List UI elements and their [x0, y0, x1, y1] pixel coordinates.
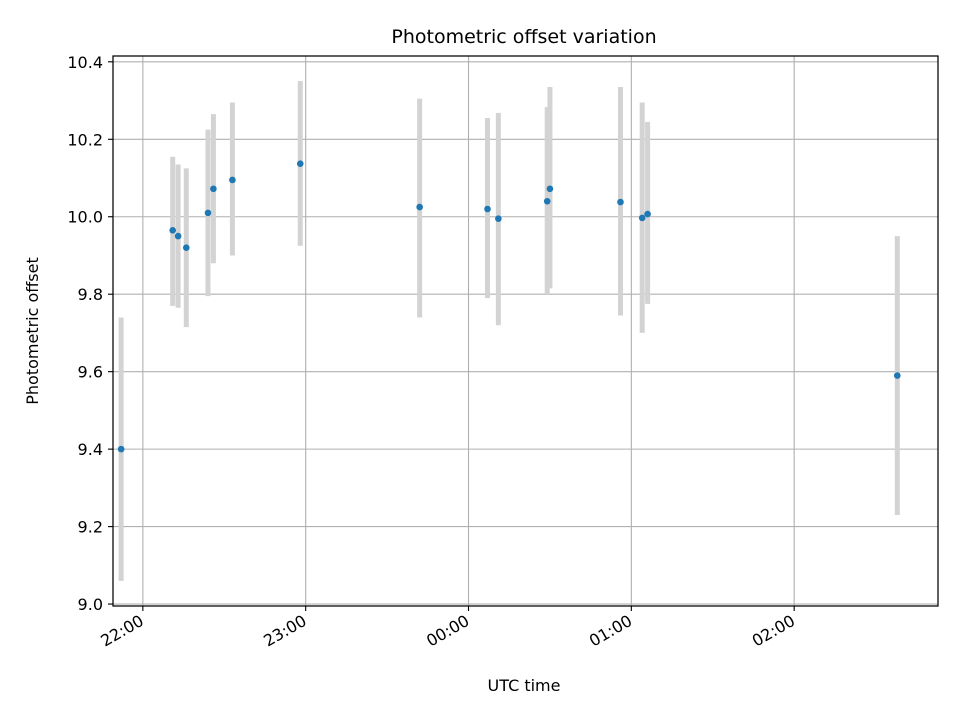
plot-frame	[112, 55, 939, 607]
data-point	[174, 232, 182, 240]
y-tick-label: 9.8	[78, 285, 103, 304]
y-tick-label: 10.2	[67, 130, 103, 149]
grid-layer	[113, 56, 938, 606]
y-tick-label: 9.4	[78, 440, 103, 459]
data-point	[484, 205, 491, 213]
data-point	[229, 176, 236, 184]
data-point	[169, 226, 177, 234]
x-axis-label: UTC time	[488, 676, 561, 695]
data-point	[204, 209, 212, 217]
data-point	[495, 215, 502, 222]
y-tick-label: 10.0	[67, 208, 103, 227]
chart-title: Photometric offset variation	[391, 26, 656, 48]
data-point	[117, 445, 125, 453]
data-point	[543, 197, 551, 205]
data-point	[182, 244, 190, 252]
data-point	[416, 203, 423, 211]
data-point	[638, 214, 646, 222]
data-point-layer	[117, 160, 901, 453]
y-axis-label: Photometric offset	[23, 257, 42, 405]
y-tick-label: 9.6	[78, 363, 103, 382]
data-point	[893, 372, 901, 379]
y-tick-label: 10.4	[67, 53, 103, 72]
y-tick-label: 9.2	[78, 518, 103, 537]
data-point	[644, 210, 651, 218]
y-tick-label: 9.0	[78, 595, 103, 614]
data-point	[296, 160, 304, 167]
data-point	[546, 185, 554, 193]
y-tick-layer: 9.0 9.2 9.4 9.6 9.8 10.0 10.2 10.4	[67, 53, 113, 614]
data-point	[210, 185, 217, 193]
data-point	[617, 198, 624, 206]
